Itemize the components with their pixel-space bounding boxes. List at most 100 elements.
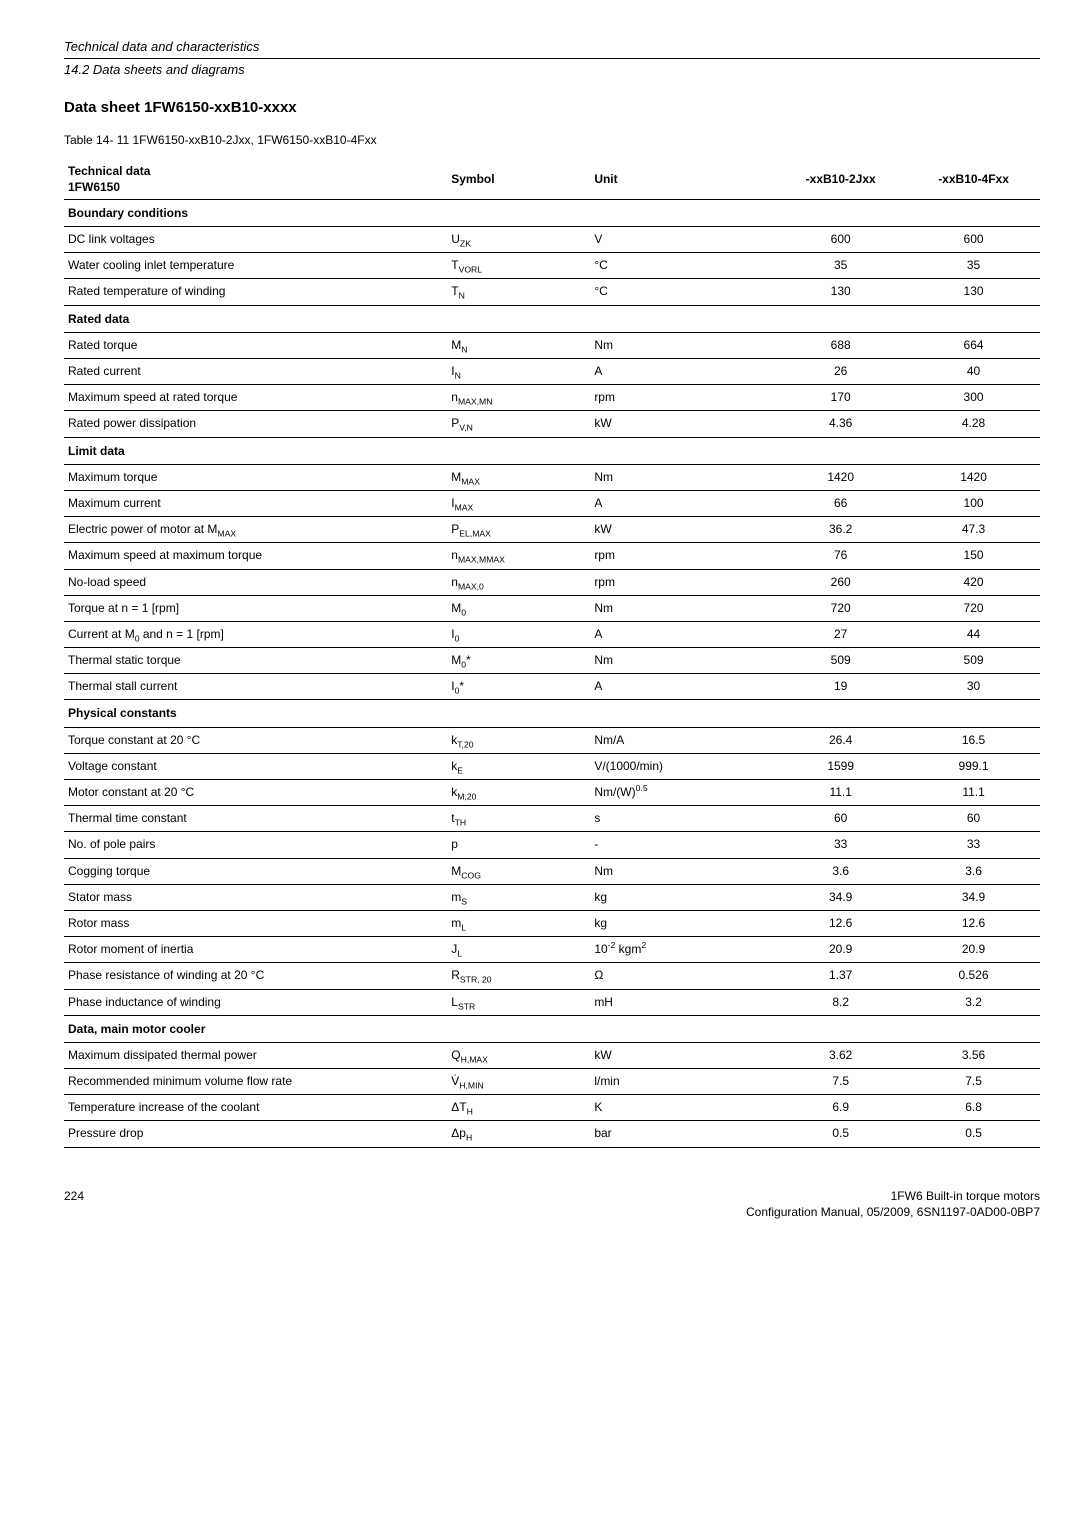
row-value-1: 3.62 bbox=[774, 1042, 907, 1068]
row-symbol: kT,20 bbox=[447, 727, 590, 753]
footer-right: 1FW6 Built-in torque motors Configuratio… bbox=[746, 1188, 1040, 1220]
row-value-1: 260 bbox=[774, 569, 907, 595]
row-value-2: 60 bbox=[907, 806, 1040, 832]
row-label: Cogging torque bbox=[64, 858, 447, 884]
row-value-1: 76 bbox=[774, 543, 907, 569]
th-unit: Unit bbox=[590, 159, 774, 200]
row-unit: rpm bbox=[590, 569, 774, 595]
row-value-2: 720 bbox=[907, 595, 1040, 621]
row-symbol: LSTR bbox=[447, 989, 590, 1015]
row-value-1: 170 bbox=[774, 385, 907, 411]
row-label: Torque constant at 20 °C bbox=[64, 727, 447, 753]
row-value-2: 664 bbox=[907, 332, 1040, 358]
row-value-1: 6.9 bbox=[774, 1095, 907, 1121]
data-table: Technical data 1FW6150 Symbol Unit -xxB1… bbox=[64, 159, 1040, 1148]
row-symbol: TVORL bbox=[447, 253, 590, 279]
row-label: No-load speed bbox=[64, 569, 447, 595]
row-symbol: MN bbox=[447, 332, 590, 358]
row-unit: K bbox=[590, 1095, 774, 1121]
row-value-2: 33 bbox=[907, 832, 1040, 858]
footer-right2: Configuration Manual, 05/2009, 6SN1197-0… bbox=[746, 1205, 1040, 1219]
page-number: 224 bbox=[64, 1188, 84, 1220]
table-body: Boundary conditionsDC link voltagesUZKV6… bbox=[64, 199, 1040, 1147]
row-value-2: 6.8 bbox=[907, 1095, 1040, 1121]
row-label: Temperature increase of the coolant bbox=[64, 1095, 447, 1121]
row-symbol: PEL,MAX bbox=[447, 517, 590, 543]
row-value-1: 26.4 bbox=[774, 727, 907, 753]
row-label: Rotor mass bbox=[64, 910, 447, 936]
row-value-2: 600 bbox=[907, 227, 1040, 253]
row-label: Rated power dissipation bbox=[64, 411, 447, 437]
row-value-1: 33 bbox=[774, 832, 907, 858]
row-unit: kW bbox=[590, 1042, 774, 1068]
row-value-1: 1.37 bbox=[774, 963, 907, 989]
row-symbol: IN bbox=[447, 359, 590, 385]
row-symbol: M0* bbox=[447, 648, 590, 674]
row-label: Rotor moment of inertia bbox=[64, 937, 447, 963]
row-label: Phase inductance of winding bbox=[64, 989, 447, 1015]
row-value-1: 12.6 bbox=[774, 910, 907, 936]
row-label: Thermal time constant bbox=[64, 806, 447, 832]
th-variant2: -xxB10-4Fxx bbox=[907, 159, 1040, 200]
row-value-2: 300 bbox=[907, 385, 1040, 411]
row-unit: A bbox=[590, 359, 774, 385]
row-unit: kg bbox=[590, 884, 774, 910]
row-value-1: 66 bbox=[774, 490, 907, 516]
row-label: Current at M0 and n = 1 [rpm] bbox=[64, 621, 447, 647]
row-value-1: 60 bbox=[774, 806, 907, 832]
row-unit: A bbox=[590, 621, 774, 647]
row-value-2: 40 bbox=[907, 359, 1040, 385]
row-value-1: 600 bbox=[774, 227, 907, 253]
row-value-2: 12.6 bbox=[907, 910, 1040, 936]
row-unit: - bbox=[590, 832, 774, 858]
row-value-1: 3.6 bbox=[774, 858, 907, 884]
row-unit: l/min bbox=[590, 1069, 774, 1095]
row-unit: Ω bbox=[590, 963, 774, 989]
row-value-2: 509 bbox=[907, 648, 1040, 674]
row-unit: Nm bbox=[590, 595, 774, 621]
row-value-1: 720 bbox=[774, 595, 907, 621]
row-symbol: tTH bbox=[447, 806, 590, 832]
row-unit: kg bbox=[590, 910, 774, 936]
row-label: Voltage constant bbox=[64, 753, 447, 779]
section-heading: Rated data bbox=[64, 305, 1040, 332]
section-heading: Limit data bbox=[64, 437, 1040, 464]
row-unit: Nm bbox=[590, 858, 774, 884]
row-unit: Nm bbox=[590, 648, 774, 674]
row-unit: kW bbox=[590, 411, 774, 437]
row-unit: V bbox=[590, 227, 774, 253]
row-symbol: ΔpH bbox=[447, 1121, 590, 1147]
th-technical-data: Technical data 1FW6150 bbox=[64, 159, 447, 200]
row-value-2: 44 bbox=[907, 621, 1040, 647]
row-value-2: 4.28 bbox=[907, 411, 1040, 437]
row-symbol: p bbox=[447, 832, 590, 858]
row-label: Rated torque bbox=[64, 332, 447, 358]
row-unit: A bbox=[590, 490, 774, 516]
row-label: Rated temperature of winding bbox=[64, 279, 447, 305]
row-value-2: 0.526 bbox=[907, 963, 1040, 989]
row-symbol: ΔTH bbox=[447, 1095, 590, 1121]
row-label: Pressure drop bbox=[64, 1121, 447, 1147]
row-label: Water cooling inlet temperature bbox=[64, 253, 447, 279]
row-value-2: 34.9 bbox=[907, 884, 1040, 910]
row-value-2: 20.9 bbox=[907, 937, 1040, 963]
row-value-1: 1599 bbox=[774, 753, 907, 779]
row-value-2: 3.56 bbox=[907, 1042, 1040, 1068]
row-value-2: 999.1 bbox=[907, 753, 1040, 779]
row-unit: mH bbox=[590, 989, 774, 1015]
row-label: Maximum torque bbox=[64, 464, 447, 490]
row-unit: Nm bbox=[590, 332, 774, 358]
row-value-2: 3.6 bbox=[907, 858, 1040, 884]
row-unit: 10-2 kgm2 bbox=[590, 937, 774, 963]
footer-right1: 1FW6 Built-in torque motors bbox=[891, 1189, 1040, 1203]
row-label: Thermal stall current bbox=[64, 674, 447, 700]
row-symbol: kE bbox=[447, 753, 590, 779]
row-symbol: IMAX bbox=[447, 490, 590, 516]
row-symbol: I0 bbox=[447, 621, 590, 647]
header-line1: Technical data and characteristics bbox=[64, 38, 1040, 56]
row-value-2: 130 bbox=[907, 279, 1040, 305]
row-unit: bar bbox=[590, 1121, 774, 1147]
row-label: Torque at n = 1 [rpm] bbox=[64, 595, 447, 621]
row-symbol: JL bbox=[447, 937, 590, 963]
row-value-1: 26 bbox=[774, 359, 907, 385]
